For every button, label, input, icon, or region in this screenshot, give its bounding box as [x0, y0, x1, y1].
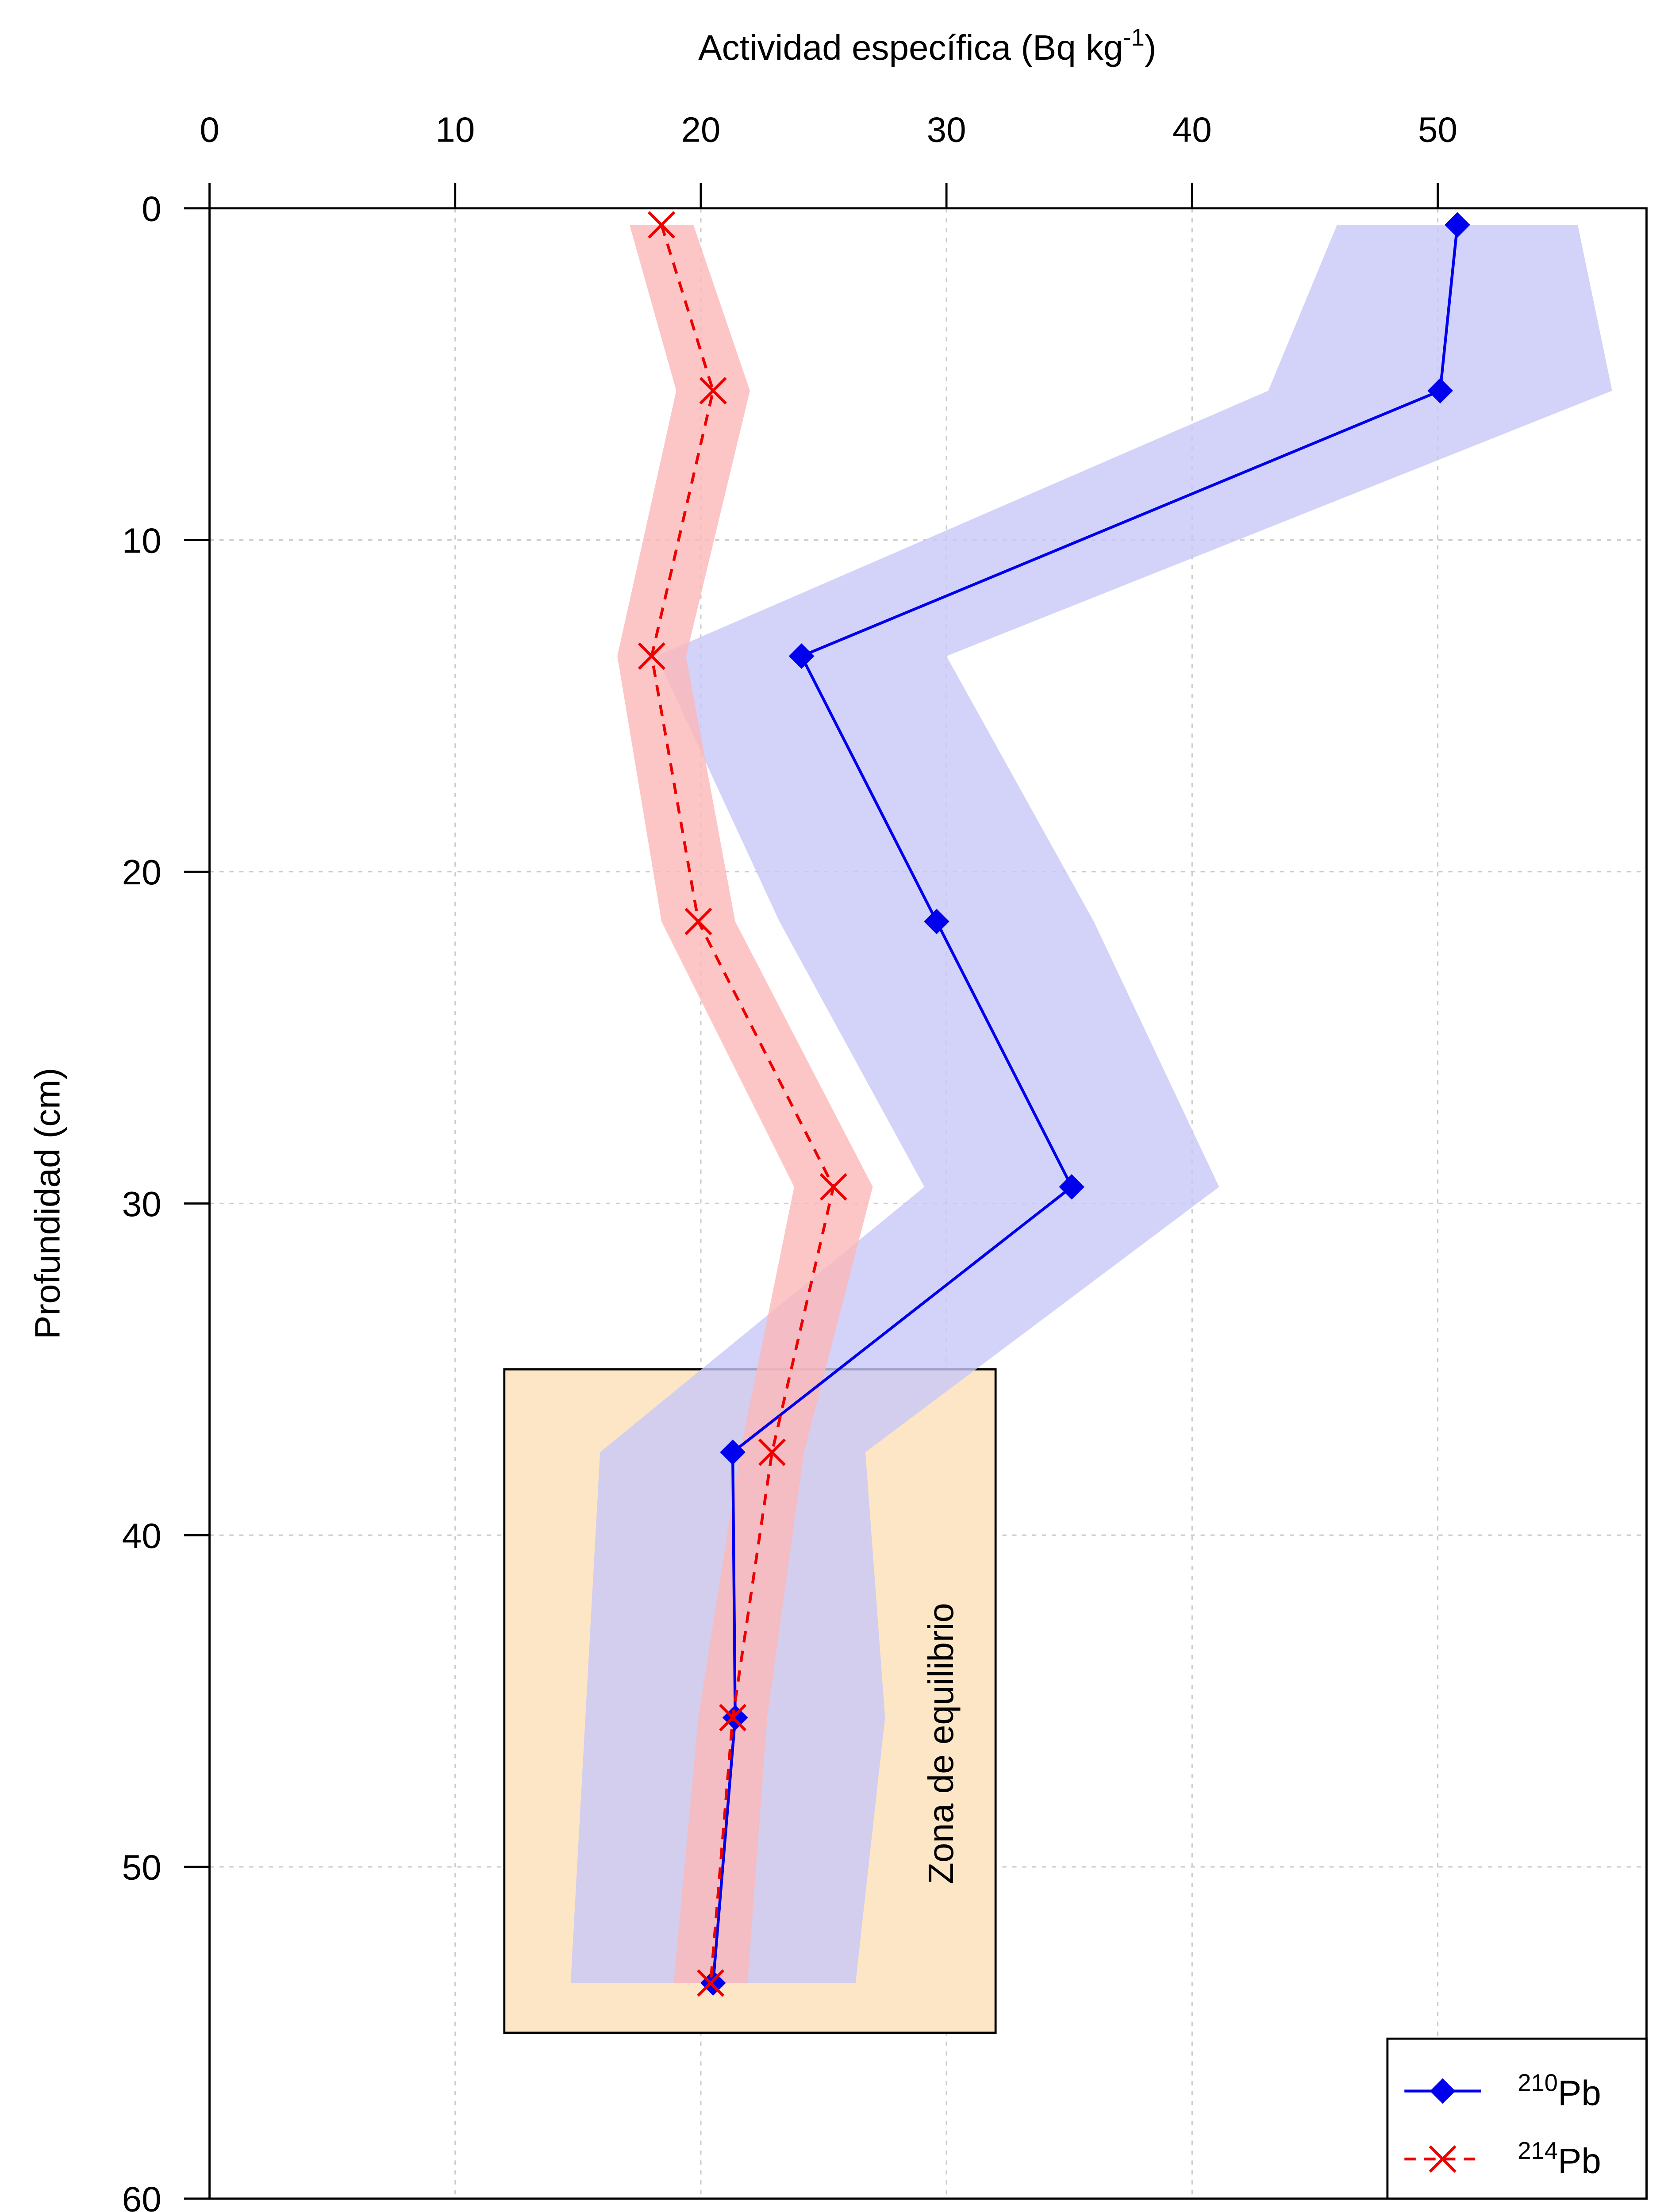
marker — [719, 1704, 747, 1732]
y-tick-label: 50 — [122, 1848, 161, 1887]
marker — [648, 211, 676, 239]
y-tick-label: 0 — [142, 189, 161, 229]
marker — [722, 1705, 748, 1731]
legend-label: 210Pb — [1518, 2070, 1601, 2113]
annotation-text: Zona de equilibrio — [921, 1603, 961, 1884]
y-axis-label: Profundidad (cm) — [27, 1068, 67, 1339]
marker — [1427, 378, 1453, 404]
legend-name: Pb — [1558, 2141, 1601, 2181]
y-tick-label: 30 — [122, 1184, 161, 1224]
marker — [638, 642, 665, 670]
series-line — [711, 224, 1459, 1983]
marker — [819, 1173, 847, 1201]
chart-title: Actividad específica (Bq kg-1) — [698, 24, 1156, 67]
marker — [697, 1969, 725, 1997]
y-tick-label: 60 — [122, 2180, 161, 2212]
error-band — [570, 225, 1612, 1983]
y-tick-label: 40 — [122, 1516, 161, 1555]
y-tick-label: 20 — [122, 853, 161, 892]
legend-name: Pb — [1558, 2074, 1601, 2113]
x-tick-label: 10 — [435, 110, 475, 149]
y-tick-label: 10 — [122, 521, 161, 560]
legend-label: 214Pb — [1518, 2137, 1601, 2181]
marker — [758, 1438, 786, 1466]
marker — [684, 907, 712, 935]
plot-frame — [208, 207, 1648, 2200]
legend-box — [1386, 2037, 1648, 2200]
error-band — [617, 225, 873, 1983]
x-tick-label: 40 — [1172, 110, 1212, 149]
marker — [699, 377, 727, 405]
legend-marker — [1429, 2145, 1457, 2173]
legend-sup: 214 — [1518, 2137, 1558, 2164]
series-line — [650, 224, 835, 1983]
x-tick-label: 0 — [200, 110, 219, 149]
x-tick-label: 50 — [1418, 110, 1457, 149]
x-tick-label: 20 — [681, 110, 720, 149]
x-tick-label: 30 — [927, 110, 966, 149]
marker — [788, 643, 815, 669]
marker — [1445, 212, 1470, 238]
legend-sup: 210 — [1518, 2070, 1558, 2097]
marker — [700, 1970, 726, 1996]
